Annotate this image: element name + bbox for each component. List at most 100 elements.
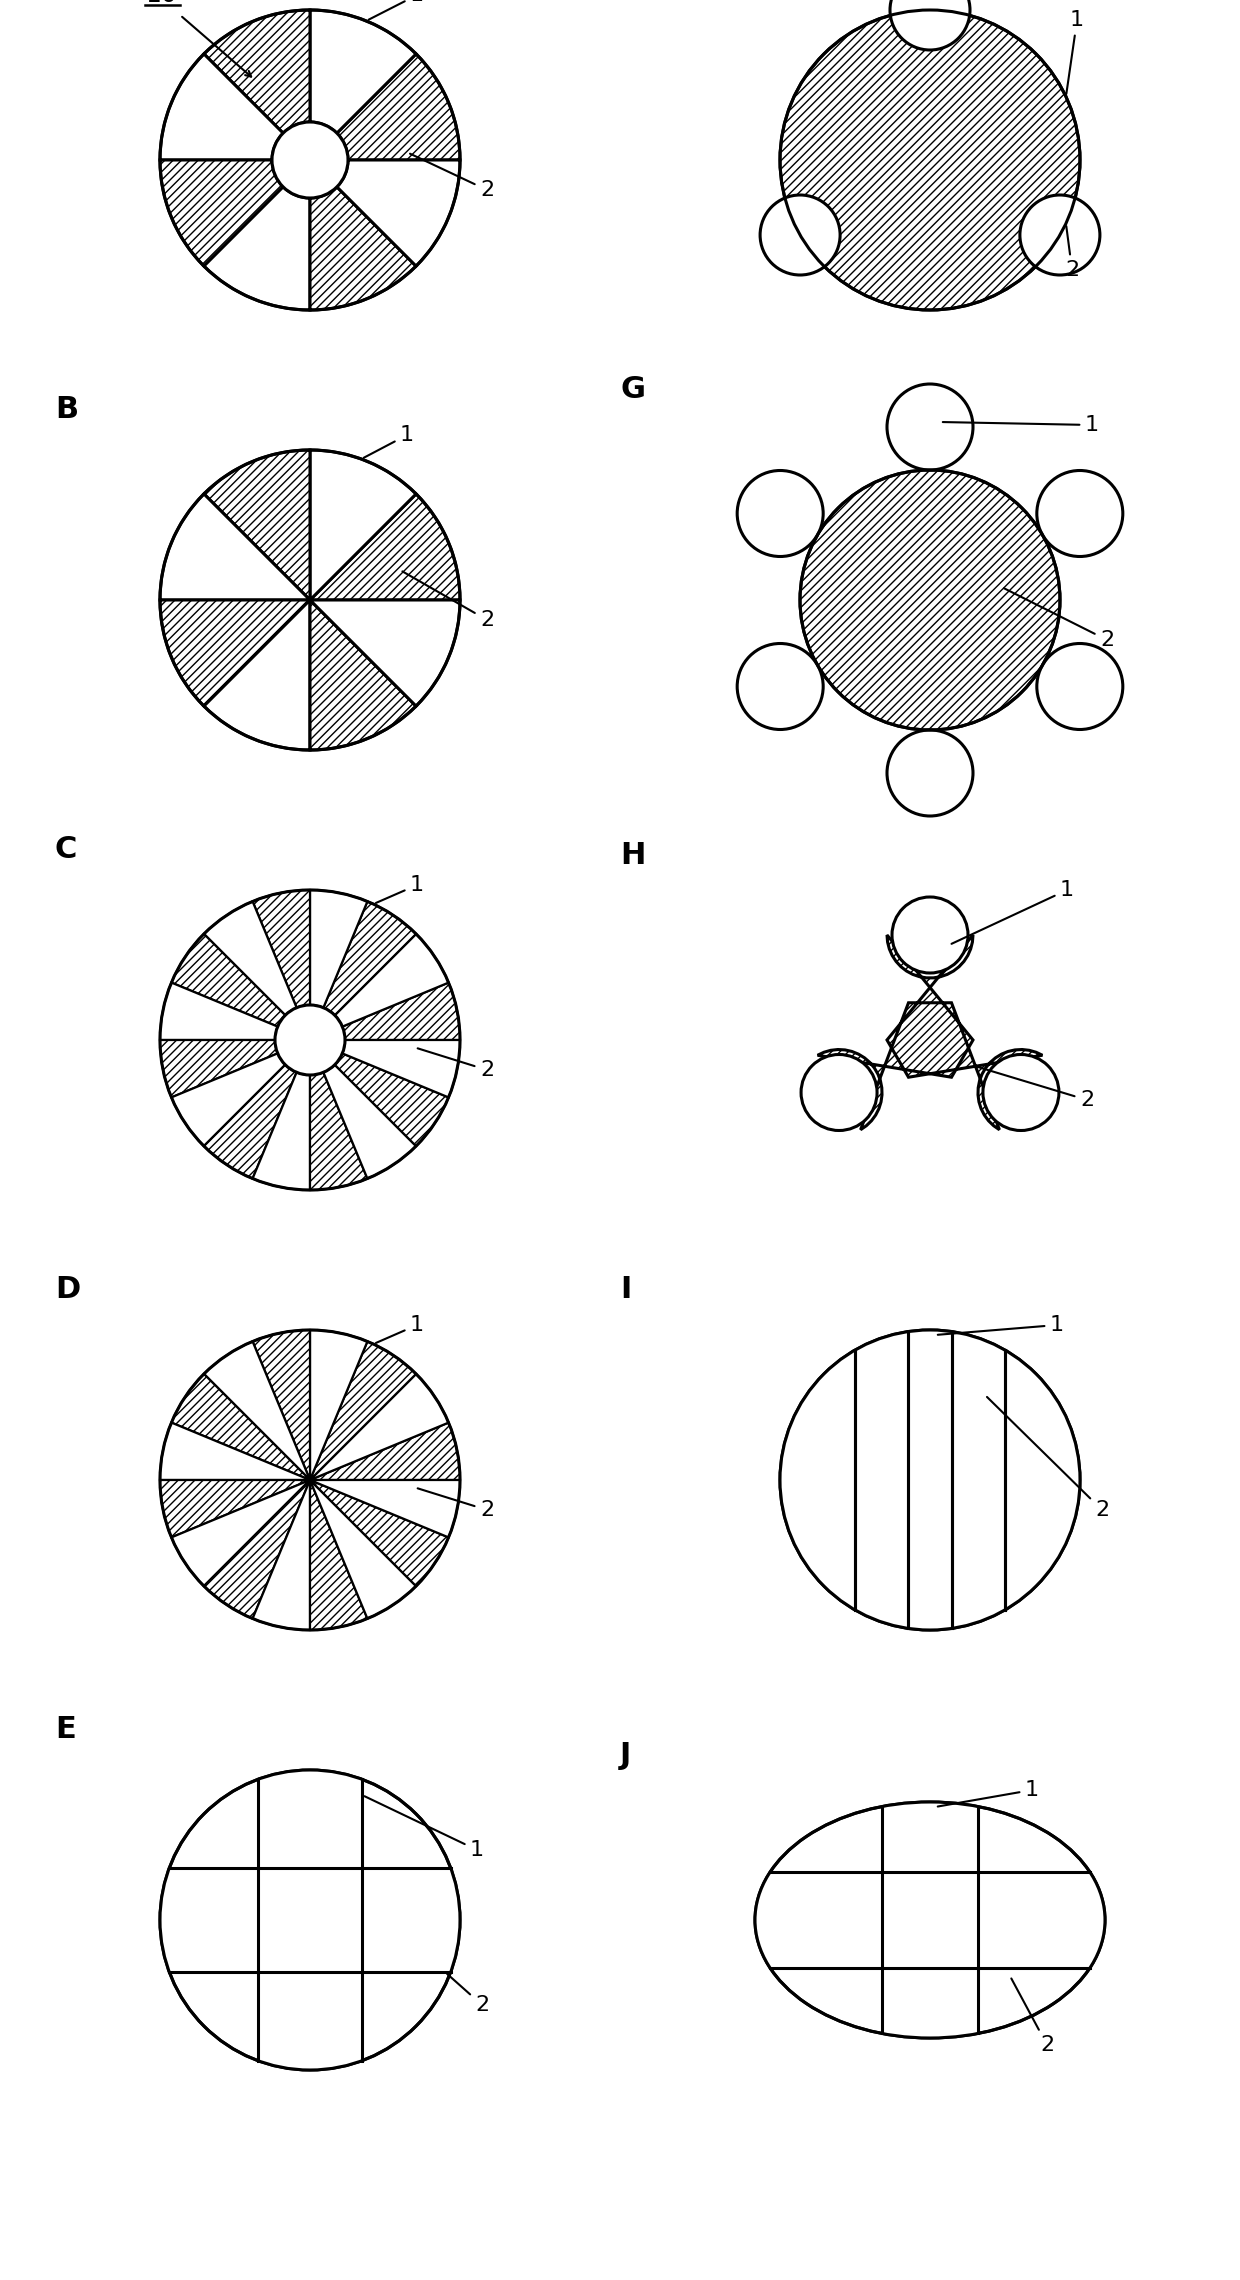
- Circle shape: [760, 196, 839, 276]
- Polygon shape: [160, 1423, 310, 1480]
- Text: B: B: [55, 394, 78, 424]
- Ellipse shape: [755, 1801, 1105, 2038]
- Circle shape: [1021, 196, 1100, 276]
- Polygon shape: [337, 55, 460, 160]
- Text: 1: 1: [937, 1781, 1039, 1806]
- Polygon shape: [310, 9, 417, 132]
- Polygon shape: [160, 495, 310, 600]
- Polygon shape: [203, 1341, 310, 1480]
- Text: 1: 1: [368, 0, 424, 21]
- Polygon shape: [342, 983, 460, 1040]
- Text: 2: 2: [418, 1489, 494, 1521]
- Circle shape: [1037, 643, 1123, 730]
- Text: 2: 2: [410, 153, 494, 201]
- Polygon shape: [160, 983, 278, 1040]
- Polygon shape: [908, 1329, 952, 1630]
- Text: 2: 2: [448, 1974, 489, 2016]
- Polygon shape: [253, 889, 310, 1008]
- Circle shape: [737, 470, 823, 556]
- Polygon shape: [882, 1801, 978, 2038]
- Circle shape: [801, 1053, 877, 1131]
- Polygon shape: [171, 1480, 310, 1587]
- Polygon shape: [310, 1423, 460, 1480]
- Polygon shape: [160, 1867, 460, 1972]
- Polygon shape: [335, 935, 449, 1026]
- Text: 1: 1: [951, 880, 1074, 944]
- Polygon shape: [342, 1040, 460, 1097]
- Polygon shape: [310, 889, 367, 1008]
- Text: D: D: [55, 1275, 81, 1304]
- Polygon shape: [203, 901, 296, 1015]
- Polygon shape: [160, 55, 283, 160]
- Circle shape: [800, 470, 1060, 730]
- Circle shape: [890, 0, 970, 50]
- Polygon shape: [160, 160, 283, 267]
- Text: 1: 1: [376, 876, 424, 903]
- Text: 2: 2: [418, 1049, 494, 1081]
- Polygon shape: [160, 1480, 310, 1537]
- Polygon shape: [310, 187, 417, 310]
- Polygon shape: [952, 1332, 1004, 1628]
- Text: H: H: [620, 841, 645, 869]
- Circle shape: [780, 1329, 1080, 1630]
- Text: 1: 1: [1066, 9, 1084, 93]
- Circle shape: [737, 643, 823, 730]
- Polygon shape: [203, 9, 310, 132]
- Polygon shape: [310, 1329, 367, 1480]
- Polygon shape: [160, 1040, 278, 1097]
- Polygon shape: [203, 187, 310, 310]
- Text: 1: 1: [942, 415, 1099, 435]
- Polygon shape: [253, 1480, 310, 1630]
- Polygon shape: [203, 1480, 310, 1619]
- Polygon shape: [755, 1872, 1105, 1968]
- Circle shape: [887, 383, 973, 470]
- Polygon shape: [310, 1375, 449, 1480]
- Text: 2: 2: [1004, 588, 1114, 650]
- Polygon shape: [324, 1065, 417, 1179]
- Text: 2: 2: [978, 1067, 1094, 1110]
- Polygon shape: [171, 1053, 285, 1147]
- Polygon shape: [310, 600, 460, 707]
- Polygon shape: [310, 1480, 417, 1619]
- Polygon shape: [253, 1329, 310, 1480]
- Circle shape: [892, 896, 968, 974]
- Polygon shape: [856, 1332, 908, 1628]
- Text: 10: 10: [145, 0, 177, 7]
- Text: 1: 1: [363, 424, 414, 458]
- Polygon shape: [203, 449, 310, 600]
- Polygon shape: [780, 1350, 856, 1610]
- Circle shape: [983, 1053, 1059, 1131]
- Circle shape: [272, 123, 348, 198]
- Polygon shape: [310, 1480, 449, 1587]
- Polygon shape: [203, 1065, 296, 1179]
- Circle shape: [160, 1769, 460, 2070]
- Circle shape: [887, 730, 973, 816]
- Polygon shape: [203, 600, 310, 750]
- Text: G: G: [620, 376, 645, 404]
- Polygon shape: [1004, 1350, 1080, 1610]
- Text: C: C: [55, 834, 77, 864]
- Text: 1: 1: [376, 1316, 424, 1343]
- Text: 1: 1: [937, 1316, 1064, 1336]
- Circle shape: [1037, 470, 1123, 556]
- Polygon shape: [310, 1341, 417, 1480]
- Polygon shape: [335, 1053, 449, 1147]
- Polygon shape: [310, 1480, 367, 1630]
- Circle shape: [275, 1005, 345, 1074]
- Polygon shape: [337, 160, 460, 267]
- Text: 1: 1: [365, 1797, 484, 1860]
- Polygon shape: [171, 935, 285, 1026]
- Text: J: J: [620, 1740, 631, 1769]
- Polygon shape: [310, 1072, 367, 1190]
- Polygon shape: [160, 600, 310, 707]
- Text: 2: 2: [1065, 226, 1079, 280]
- Polygon shape: [258, 1769, 362, 2070]
- Polygon shape: [310, 1480, 460, 1537]
- Text: 2: 2: [1012, 1979, 1054, 2054]
- Circle shape: [780, 9, 1080, 310]
- Text: E: E: [55, 1715, 76, 1744]
- Polygon shape: [310, 495, 460, 600]
- Polygon shape: [171, 1375, 310, 1480]
- Polygon shape: [817, 935, 1043, 1129]
- Text: I: I: [620, 1275, 631, 1304]
